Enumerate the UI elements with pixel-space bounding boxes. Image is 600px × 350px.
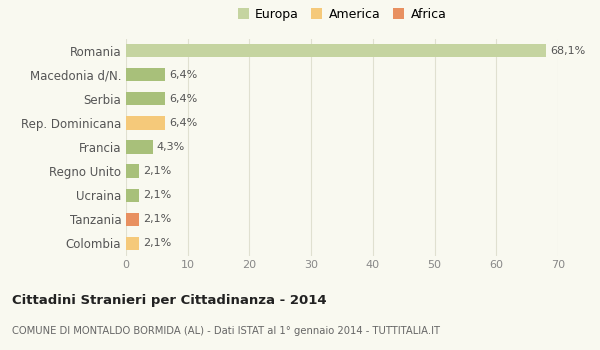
Text: Cittadini Stranieri per Cittadinanza - 2014: Cittadini Stranieri per Cittadinanza - 2… — [12, 294, 326, 307]
Bar — [126, 44, 546, 57]
Legend: Europa, America, Africa: Europa, America, Africa — [233, 3, 452, 26]
Text: 6,4%: 6,4% — [169, 94, 197, 104]
Bar — [126, 237, 139, 250]
Bar — [126, 140, 152, 154]
Text: 4,3%: 4,3% — [156, 142, 184, 152]
Text: 6,4%: 6,4% — [169, 118, 197, 128]
Bar — [126, 68, 166, 81]
Bar — [126, 116, 166, 130]
Text: 6,4%: 6,4% — [169, 70, 197, 80]
Text: 2,1%: 2,1% — [143, 166, 171, 176]
Text: 2,1%: 2,1% — [143, 190, 171, 200]
Bar — [126, 213, 139, 226]
Bar — [126, 92, 166, 105]
Bar — [126, 164, 139, 178]
Text: 68,1%: 68,1% — [550, 46, 585, 56]
Text: 2,1%: 2,1% — [143, 238, 171, 248]
Bar — [126, 189, 139, 202]
Text: 2,1%: 2,1% — [143, 214, 171, 224]
Text: COMUNE DI MONTALDO BORMIDA (AL) - Dati ISTAT al 1° gennaio 2014 - TUTTITALIA.IT: COMUNE DI MONTALDO BORMIDA (AL) - Dati I… — [12, 326, 440, 336]
